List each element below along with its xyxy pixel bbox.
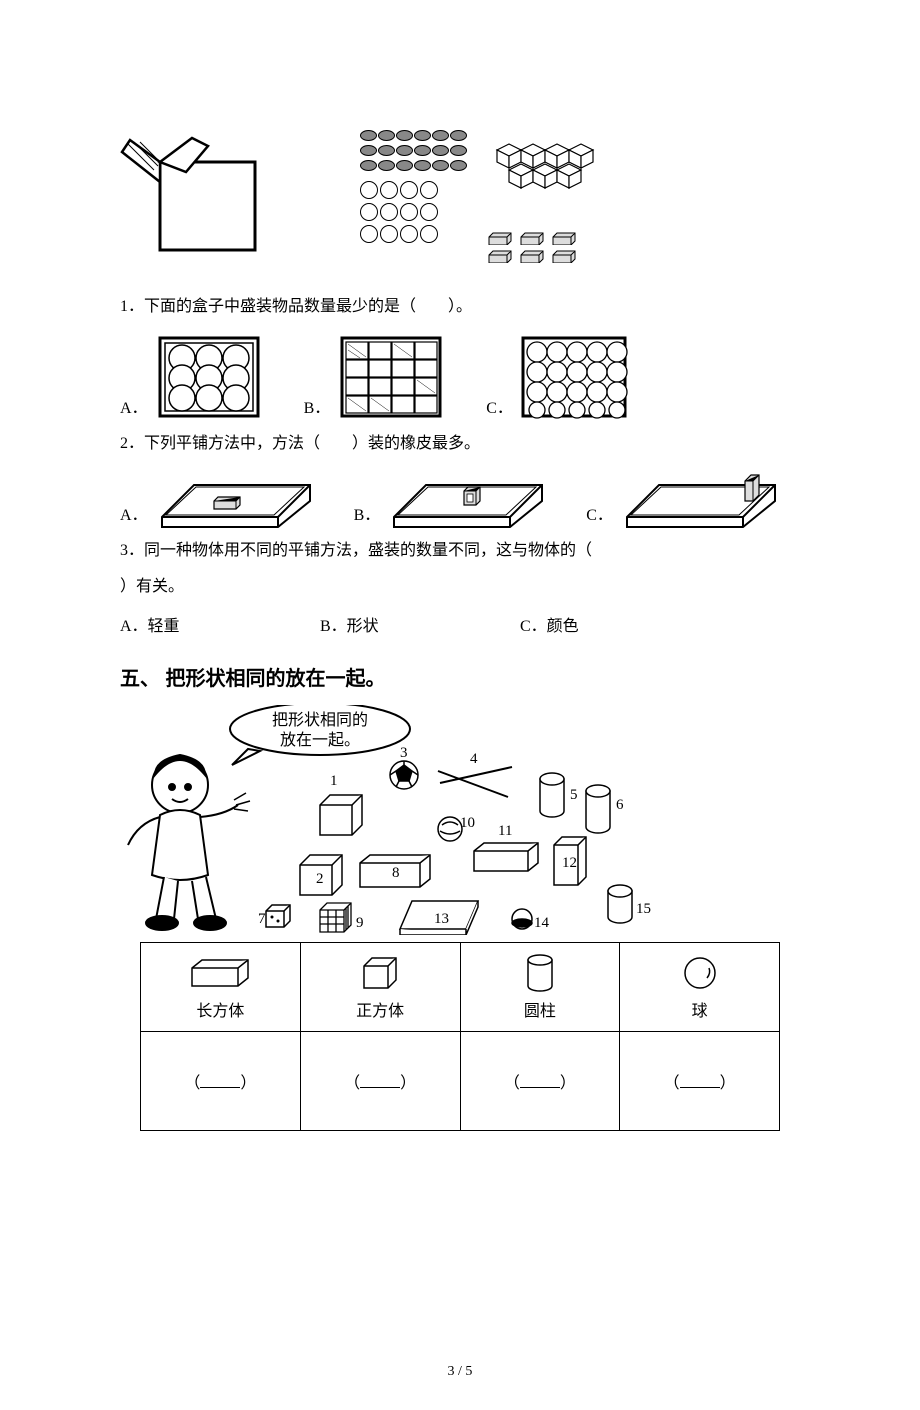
q1-b-image [336, 332, 446, 422]
svg-text:4: 4 [470, 751, 478, 767]
q2-a-label: A． [120, 501, 148, 525]
table-row: 长方体 正方体 圆柱 球 [141, 943, 780, 1032]
q3-text-line1: 3．同一种物体用不同的平铺方法，盛装的数量不同，这与物体的（ [120, 537, 800, 566]
q3-options: A．轻重 B．形状 C．颜色 [120, 612, 800, 636]
svg-text:7: 7 [258, 911, 266, 927]
svg-text:10: 10 [460, 815, 475, 831]
svg-text:12: 12 [562, 855, 577, 871]
svg-text:3: 3 [400, 745, 408, 761]
col-cuboid: 长方体 [141, 943, 301, 1032]
section5-title: 五、 把形状相同的放在一起。 [120, 662, 800, 691]
q3-option-c[interactable]: C．颜色 [520, 612, 720, 636]
cubes-icon [487, 130, 597, 220]
q1-c-image [519, 332, 629, 422]
q2-b-image [386, 469, 546, 529]
q2-text: 2．下列平铺方法中，方法（ ）装的橡皮最多。 [120, 430, 800, 459]
q2-c-label: C． [586, 501, 613, 525]
svg-text:13: 13 [434, 911, 449, 927]
page: 1．下面的盒子中盛装物品数量最少的是（ ）。 A． B． [120, 0, 800, 1410]
section5-scene: 把形状相同的 放在一起。 1 2 3 4 5 [120, 705, 680, 935]
blank-cuboid[interactable]: （） [141, 1032, 301, 1131]
blank-sphere[interactable]: （） [620, 1032, 780, 1131]
bubble-line2: 放在一起。 [280, 731, 360, 749]
open-box-illustration [120, 132, 280, 262]
q1-option-a[interactable]: A． [120, 332, 264, 422]
shapes-table: 长方体 正方体 圆柱 球 （） （） [140, 942, 780, 1131]
svg-text:8: 8 [392, 865, 400, 881]
col-cube-label: 正方体 [356, 1003, 404, 1020]
svg-text:15: 15 [636, 901, 651, 917]
page-number: 3 / 5 [120, 1364, 800, 1380]
items-illustration [360, 130, 597, 263]
items-left-column [360, 130, 467, 263]
svg-text:2: 2 [316, 871, 324, 887]
svg-text:9: 9 [356, 915, 364, 931]
q2-options: A． B． C． [120, 469, 800, 529]
q2-a-image [154, 469, 314, 529]
q1-text: 1．下面的盒子中盛装物品数量最少的是（ ）。 [120, 293, 800, 322]
q1-a-label: A． [120, 394, 148, 418]
q2-option-b[interactable]: B． [354, 469, 547, 529]
svg-text:6: 6 [616, 797, 624, 813]
col-sphere-label: 球 [692, 1003, 708, 1020]
table-row: （） （） （） （） [141, 1032, 780, 1131]
col-cube: 正方体 [300, 943, 460, 1032]
col-cylinder: 圆柱 [460, 943, 620, 1032]
svg-text:5: 5 [570, 787, 578, 803]
q1-a-image [154, 332, 264, 422]
q1-b-label: B． [304, 394, 331, 418]
cube-icon [362, 956, 398, 990]
q1-option-b[interactable]: B． [304, 332, 447, 422]
top-illustration-row [120, 130, 800, 263]
svg-text:1: 1 [330, 773, 338, 789]
cylinder-icon [526, 954, 554, 992]
q2-c-image [619, 469, 779, 529]
q1-c-label: C． [486, 394, 513, 418]
q3-option-a[interactable]: A．轻重 [120, 612, 320, 636]
blank-cylinder[interactable]: （） [460, 1032, 620, 1131]
q2-b-label: B． [354, 501, 381, 525]
q2-option-a[interactable]: A． [120, 469, 314, 529]
q2-option-c[interactable]: C． [586, 469, 779, 529]
col-cuboid-label: 长方体 [196, 1003, 244, 1020]
svg-text:11: 11 [498, 823, 512, 839]
q3-option-b[interactable]: B．形状 [320, 612, 520, 636]
svg-text:14: 14 [534, 915, 550, 931]
cuboid-icon [190, 958, 250, 988]
col-sphere: 球 [620, 943, 780, 1032]
q1-options: A． B． [120, 332, 800, 422]
bubble-line1: 把形状相同的 [272, 711, 368, 729]
col-cylinder-label: 圆柱 [524, 1003, 556, 1020]
q1-option-c[interactable]: C． [486, 332, 629, 422]
q3-text-line2: ）有关。 [120, 573, 800, 602]
sphere-icon [683, 956, 717, 990]
items-right-column [487, 130, 597, 263]
blank-cube[interactable]: （） [300, 1032, 460, 1131]
